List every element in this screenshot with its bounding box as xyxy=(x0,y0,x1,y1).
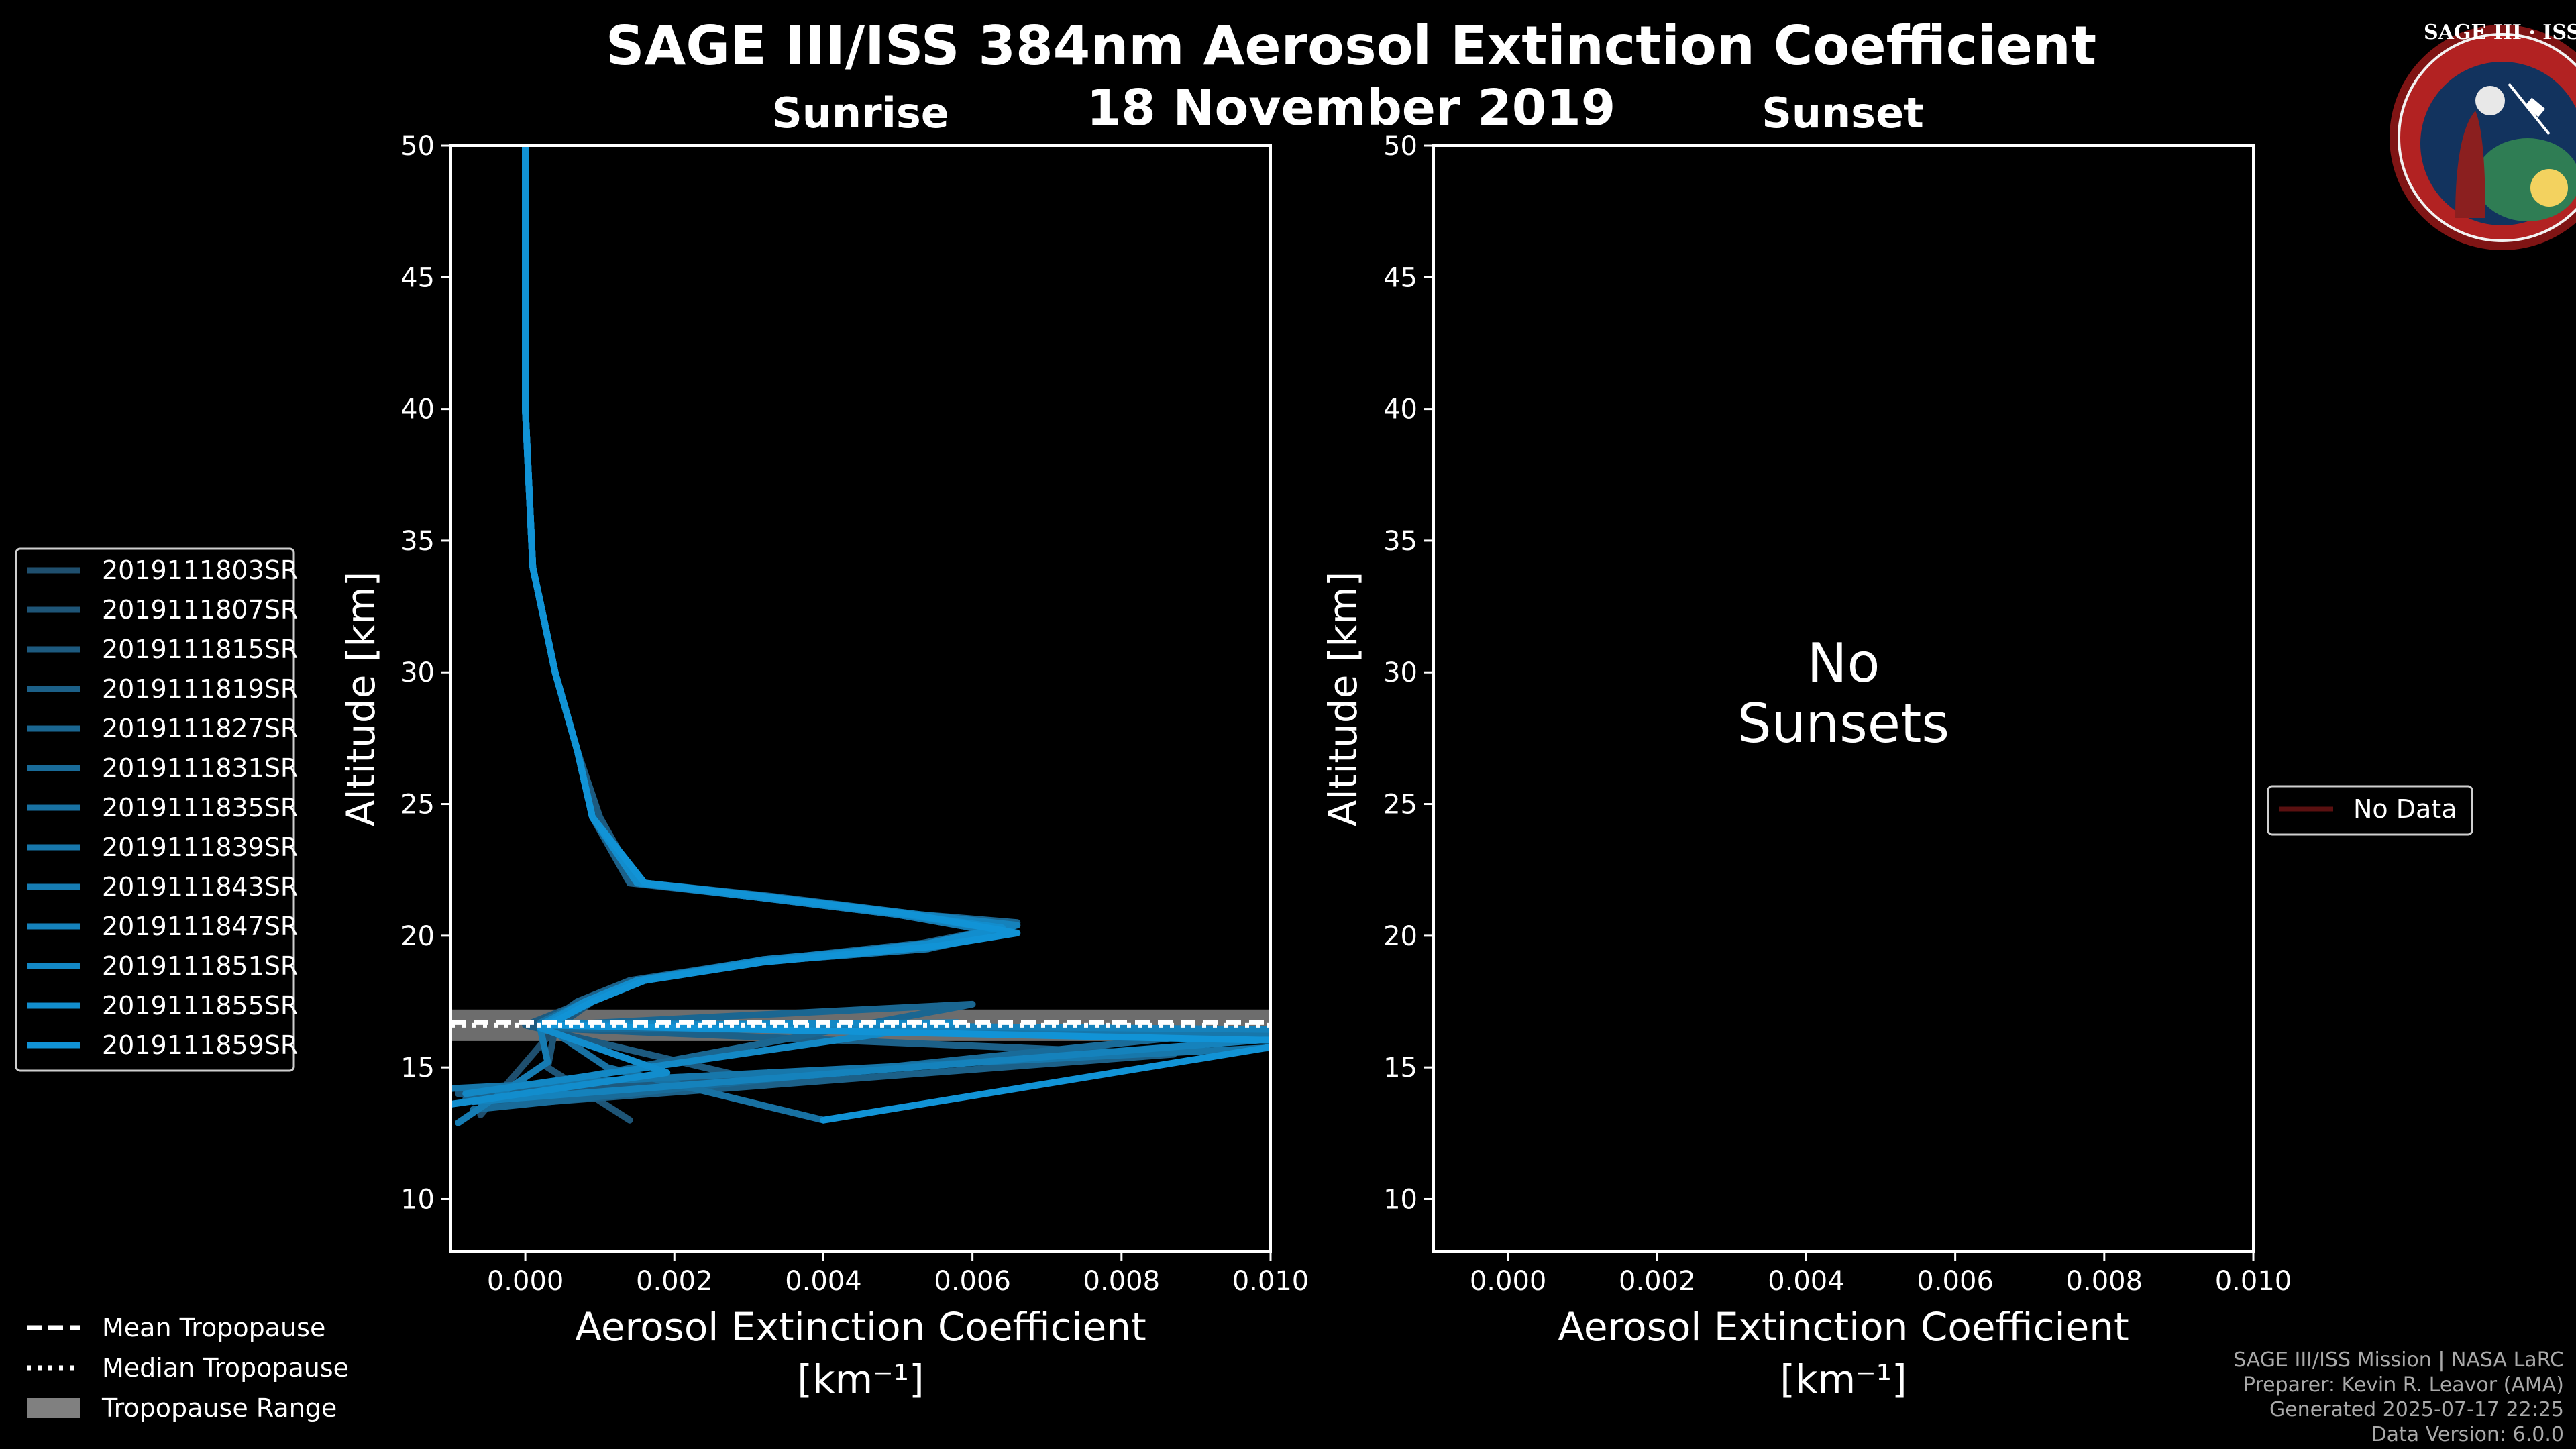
sage-iss-logo: SAGE III · ISS xyxy=(2390,21,2576,250)
sunrise-x-tick-label: 0.004 xyxy=(785,1266,862,1297)
sunset-panel-title: Sunset xyxy=(1762,89,1924,138)
no-data-legend-frame xyxy=(2267,785,2473,836)
legend-label-2019111835SR: 2019111835SR xyxy=(102,793,298,822)
mean-tropopause-label: Mean Tropopause xyxy=(102,1313,325,1342)
sunset-x-axis-unit: [km⁻¹] xyxy=(1780,1356,1907,1402)
sunrise-y-tick-label: 40 xyxy=(400,394,435,425)
no-data-legend: No Data xyxy=(2267,785,2473,836)
sunrise-y-tick-label: 10 xyxy=(400,1184,435,1215)
sunset-y-tick-label: 25 xyxy=(1383,790,1417,820)
legend-label-2019111843SR: 2019111843SR xyxy=(102,872,298,902)
sunset-y-tick-label: 50 xyxy=(1383,131,1417,162)
tropopause-range-label: Tropopause Range xyxy=(101,1393,337,1423)
sunrise-panel-title: Sunrise xyxy=(772,89,949,138)
sunrise-x-axis-label: Aerosol Extinction Coefficient xyxy=(575,1304,1146,1350)
no-sunsets-annotation-line1: No xyxy=(1807,632,1880,694)
chart-title-line1: SAGE III/ISS 384nm Aerosol Extinction Co… xyxy=(606,15,2096,77)
sunset-y-axis-label: Altitude [km] xyxy=(1320,572,1366,826)
legend-label-2019111859SR: 2019111859SR xyxy=(102,1030,298,1060)
sunset-x-tick-label: 0.004 xyxy=(1768,1266,1845,1297)
sunrise-x-tick-label: 0.006 xyxy=(934,1266,1011,1297)
legend-label-2019111831SR: 2019111831SR xyxy=(102,753,298,783)
sunset-y-tick-label: 10 xyxy=(1383,1184,1417,1215)
tropopause-legend: Mean Tropopause Median Tropopause Tropop… xyxy=(27,1313,349,1423)
legend-label-2019111851SR: 2019111851SR xyxy=(102,951,298,981)
legend-label-2019111803SR: 2019111803SR xyxy=(102,555,298,585)
legend-label-2019111827SR: 2019111827SR xyxy=(102,714,298,743)
sunset-x-tick-label: 0.008 xyxy=(2066,1266,2143,1297)
sunset-y-tick-label: 40 xyxy=(1383,394,1417,425)
sunset-y-tick-label: 45 xyxy=(1383,262,1417,293)
sunrise-y-tick-label: 45 xyxy=(400,262,435,293)
sunset-y-tick-label: 30 xyxy=(1383,657,1417,688)
sunrise-x-tick-label: 0.008 xyxy=(1083,1266,1161,1297)
legend-label-2019111807SR: 2019111807SR xyxy=(102,595,298,625)
sunset-x-axis-label: Aerosol Extinction Coefficient xyxy=(1558,1304,2129,1350)
no-sunsets-annotation-line2: Sunsets xyxy=(1737,692,1949,755)
sunrise-y-tick-label: 15 xyxy=(400,1053,435,1083)
series-legend: 2019111803SR 2019111807SR 2019111815SR 2019… xyxy=(15,547,298,1072)
sunrise-y-tick-label: 20 xyxy=(400,921,435,952)
series-legend-frame xyxy=(15,547,295,1072)
sunrise-panel: 0.000 0.002 0.004 0.006 0.008 0.010 10 15 20 25 3… xyxy=(338,131,1309,1402)
sunset-x-tick-label: 0.010 xyxy=(2215,1266,2292,1297)
series-line-2019111859SR xyxy=(522,146,1271,1124)
sunset-plot-frame xyxy=(1432,144,2255,1253)
legend-label-2019111839SR: 2019111839SR xyxy=(102,833,298,862)
no-data-label: No Data xyxy=(2353,794,2457,824)
legend-label-2019111855SR: 2019111855SR xyxy=(102,991,298,1020)
legend-label-2019111819SR: 2019111819SR xyxy=(102,674,298,704)
footer-generated: Generated 2025-07-17 22:25 xyxy=(2269,1398,2564,1421)
footer-credits: SAGE III/ISS Mission | NASA LaRC Prepare… xyxy=(2233,1348,2564,1446)
tropopause-range-swatch xyxy=(27,1398,80,1418)
footer-preparer: Preparer: Kevin R. Leavor (AMA) xyxy=(2243,1373,2564,1397)
legend-label-2019111847SR: 2019111847SR xyxy=(102,912,298,941)
sunrise-plot-frame xyxy=(449,144,1272,1253)
footer-data-version: Data Version: 6.0.0 xyxy=(2371,1423,2564,1446)
sunrise-y-tick-label: 25 xyxy=(400,790,435,820)
sunrise-x-axis-unit: [km⁻¹] xyxy=(797,1356,924,1402)
sunrise-x-tick-label: 0.010 xyxy=(1232,1266,1309,1297)
sunrise-y-tick-label: 30 xyxy=(400,657,435,688)
sunset-panel: 0.000 0.002 0.004 0.006 0.008 0.010 10 15 20 25 3… xyxy=(1320,131,2292,1402)
sunrise-y-tick-label: 50 xyxy=(400,131,435,162)
sunrise-y-tick-label: 35 xyxy=(400,526,435,557)
sunset-x-tick-label: 0.000 xyxy=(1470,1266,1547,1297)
sunrise-x-tick-label: 0.002 xyxy=(636,1266,713,1297)
median-tropopause-label: Median Tropopause xyxy=(102,1353,349,1383)
logo-name-text: SAGE III · ISS xyxy=(2424,21,2576,44)
sunset-x-tick-label: 0.006 xyxy=(1917,1266,1994,1297)
sunset-y-tick-label: 20 xyxy=(1383,921,1417,952)
sunset-y-tick-label: 15 xyxy=(1383,1053,1417,1083)
chart-title-line2: 18 November 2019 xyxy=(1087,79,1615,137)
sunrise-y-axis-label: Altitude [km] xyxy=(338,572,384,826)
legend-label-2019111815SR: 2019111815SR xyxy=(102,635,298,664)
sunrise-x-tick-label: 0.000 xyxy=(487,1266,564,1297)
footer-mission: SAGE III/ISS Mission | NASA LaRC xyxy=(2233,1348,2564,1372)
sunset-y-tick-label: 35 xyxy=(1383,526,1417,557)
sunset-x-tick-label: 0.002 xyxy=(1619,1266,1696,1297)
sunset-plot-area xyxy=(1434,146,2253,1252)
